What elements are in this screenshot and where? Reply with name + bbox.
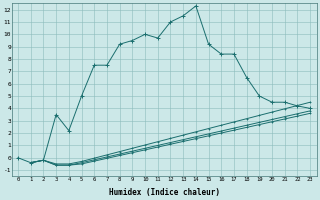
X-axis label: Humidex (Indice chaleur): Humidex (Indice chaleur) (108, 188, 220, 197)
